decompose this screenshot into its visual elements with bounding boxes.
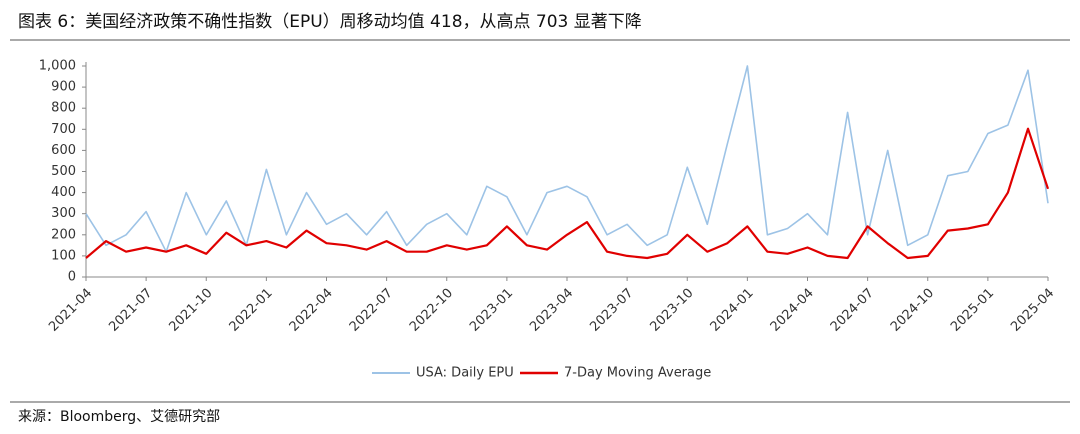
x-tick-label: 2023-07 [587, 286, 636, 335]
x-tick-label: 2025-01 [948, 286, 997, 335]
y-tick-label: 700 [51, 122, 76, 137]
y-tick-label: 600 [51, 143, 76, 158]
x-tick-label: 2024-07 [828, 286, 877, 335]
x-tick-label: 2025-04 [1008, 286, 1057, 335]
source: 来源：Bloomberg、艾德研究部 [18, 409, 220, 425]
y-tick-label: 300 [51, 206, 76, 221]
y-tick-label: 1,000 [39, 59, 76, 74]
y-tick-label: 200 [51, 227, 76, 242]
chart-title: 图表 6：美国经济政策不确性指数（EPU）周移动均值 418，从高点 703 显… [18, 12, 642, 32]
y-tick-label: 800 [51, 101, 76, 116]
x-tick-label: 2023-04 [527, 286, 576, 335]
legend-label: 7-Day Moving Average [564, 366, 711, 381]
series-line [85, 127, 1050, 260]
x-tick-label: 2024-01 [708, 286, 757, 335]
y-tick-label: 400 [51, 185, 76, 200]
x-tick-label: 2023-01 [467, 286, 516, 335]
x-tick-label: 2023-10 [648, 286, 697, 335]
x-tick-label: 2022-07 [347, 286, 396, 335]
y-tick-label: 100 [51, 248, 76, 263]
x-tick-label: 2024-04 [768, 286, 817, 335]
series-line [85, 65, 1049, 253]
y-tick-label: 500 [51, 164, 76, 179]
x-tick-label: 2024-10 [888, 286, 937, 335]
x-tick-label: 2022-10 [407, 286, 456, 335]
legend-label: USA: Daily EPU [416, 366, 514, 381]
x-tick-label: 2022-04 [287, 286, 336, 335]
x-tick-label: 2022-01 [227, 286, 276, 335]
y-tick-label: 0 [68, 270, 76, 285]
x-tick-label: 2021-07 [106, 286, 155, 335]
x-tick-label: 2021-04 [46, 286, 95, 335]
y-tick-label: 900 [51, 80, 76, 95]
x-tick-label: 2021-10 [167, 286, 216, 335]
